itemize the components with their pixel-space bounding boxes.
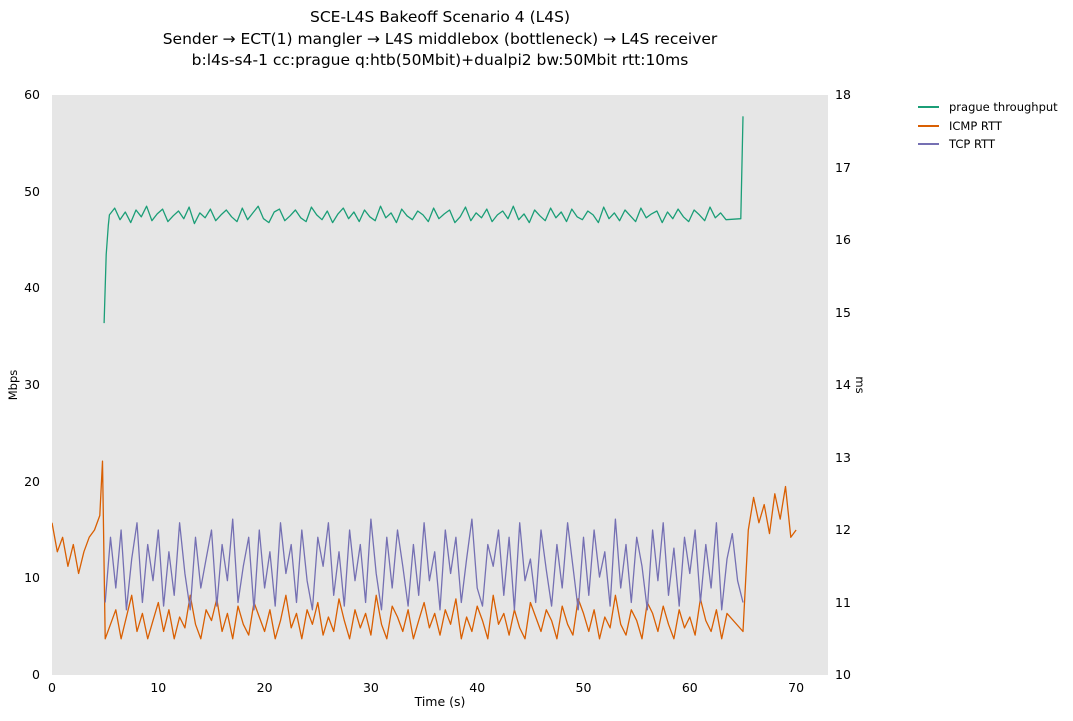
y-axis-left-label: Mbps [6,369,20,401]
series-line-tcp-rtt [104,518,744,611]
x-tick-label: 60 [681,680,698,695]
y-right-tick-label: 14 [835,377,851,392]
legend-swatch-icmp-rtt [918,124,939,127]
plot-canvas [52,116,797,640]
x-tick-label: 0 [48,680,56,695]
x-tick-label: 20 [256,680,273,695]
y-right-tick-label: 13 [835,449,851,465]
y-axis-right-label: ms [853,376,867,394]
chart-title-line3: b:l4s-s4-1 cc:prague q:htb(50Mbit)+dualp… [191,51,689,69]
y-left-tick-label: 50 [24,183,40,199]
plot-area [52,95,828,675]
y-left-tick-label: 0 [32,667,40,682]
y-left-tick-label: 60 [24,87,40,102]
y-left-tick-label: 40 [24,280,40,296]
legend-label: ICMP RTT [949,118,1002,133]
x-tick-label: 70 [788,680,805,695]
y-right-tick-label: 15 [835,304,851,320]
x-axis-label: Time (s) [414,694,466,709]
y-right-tick-label: 11 [835,594,851,610]
y-right-tick-label: 16 [835,232,851,247]
legend-item: ICMP RTT [918,117,1058,136]
legend: prague throughput ICMP RTT TCP RTT [918,98,1058,154]
y-right-tick-label: 17 [835,159,851,175]
series-line-icmp-rtt [52,460,797,640]
y-right-tick-label: 18 [835,87,851,102]
y-left-tick-label: 20 [24,473,40,489]
legend-item: TCP RTT [918,135,1058,154]
x-tick-label: 10 [150,680,167,695]
chart-title-line1: SCE-L4S Bakeoff Scenario 4 (L4S) [309,8,571,26]
y-left-tick-label: 10 [24,570,40,586]
y-left-tick-label: 30 [24,377,40,392]
legend-swatch-tcp-rtt [918,143,939,146]
series-line-prague-throughput [103,116,744,324]
chart-title: SCE-L4S Bakeoff Scenario 4 (L4S) Sender … [52,7,828,72]
chart-title-line2: Sender → ECT(1) mangler → L4S middlebox … [162,29,718,48]
legend-label: TCP RTT [949,137,995,152]
y-right-tick-label: 10 [835,667,851,682]
x-tick-label: 30 [362,680,379,695]
legend-item: prague throughput [918,98,1058,117]
y-right-tick-label: 12 [835,522,851,537]
legend-label: prague throughput [949,100,1058,115]
x-tick-label: 40 [469,680,486,695]
legend-swatch-prague-throughput [918,106,939,109]
x-tick-label: 50 [575,680,592,695]
